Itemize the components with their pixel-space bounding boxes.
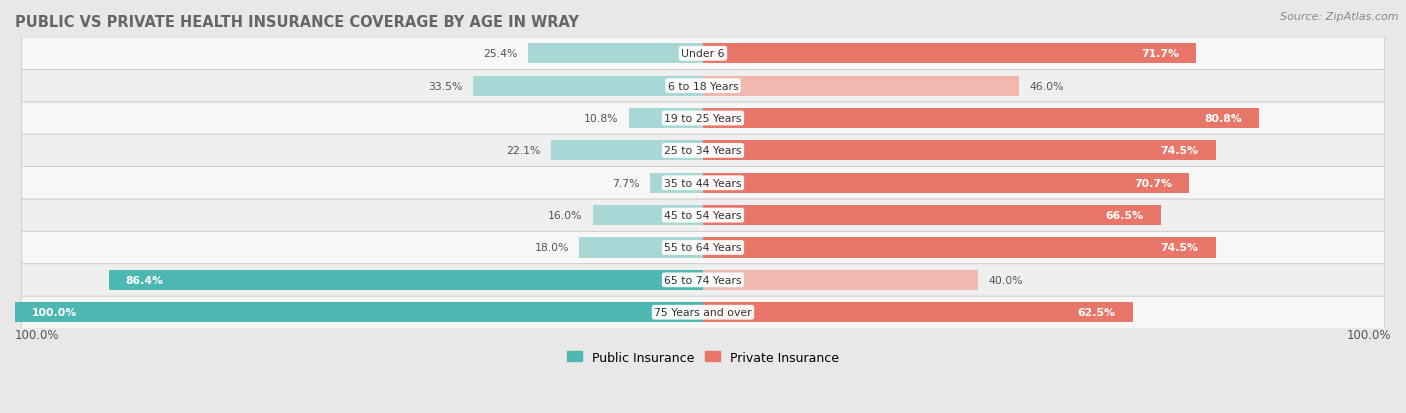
Text: 55 to 64 Years: 55 to 64 Years: [664, 243, 742, 253]
Bar: [703, 270, 979, 290]
Bar: [593, 206, 703, 225]
Legend: Public Insurance, Private Insurance: Public Insurance, Private Insurance: [562, 346, 844, 369]
Bar: [703, 44, 1197, 64]
Bar: [551, 141, 703, 161]
Bar: [703, 173, 1189, 193]
Text: 22.1%: 22.1%: [506, 146, 541, 156]
Text: 35 to 44 Years: 35 to 44 Years: [664, 178, 742, 188]
FancyBboxPatch shape: [21, 70, 1385, 102]
Text: 33.5%: 33.5%: [427, 81, 463, 91]
Text: 100.0%: 100.0%: [32, 307, 77, 318]
Bar: [529, 44, 703, 64]
Bar: [703, 206, 1160, 225]
Text: 80.8%: 80.8%: [1204, 114, 1241, 124]
FancyBboxPatch shape: [21, 102, 1385, 135]
Text: 10.8%: 10.8%: [583, 114, 619, 124]
Bar: [108, 270, 703, 290]
Text: 16.0%: 16.0%: [548, 211, 582, 221]
Bar: [15, 302, 703, 323]
Text: 40.0%: 40.0%: [988, 275, 1024, 285]
Text: Under 6: Under 6: [682, 49, 724, 59]
Text: 25.4%: 25.4%: [484, 49, 517, 59]
Text: PUBLIC VS PRIVATE HEALTH INSURANCE COVERAGE BY AGE IN WRAY: PUBLIC VS PRIVATE HEALTH INSURANCE COVER…: [15, 15, 579, 30]
Text: 71.7%: 71.7%: [1142, 49, 1180, 59]
Text: 45 to 54 Years: 45 to 54 Years: [664, 211, 742, 221]
FancyBboxPatch shape: [21, 232, 1385, 264]
Bar: [703, 76, 1019, 97]
Text: 62.5%: 62.5%: [1078, 307, 1116, 318]
Bar: [703, 238, 1216, 258]
Text: 75 Years and over: 75 Years and over: [654, 307, 752, 318]
Text: 100.0%: 100.0%: [15, 329, 59, 342]
Bar: [472, 76, 703, 97]
Text: 65 to 74 Years: 65 to 74 Years: [664, 275, 742, 285]
Text: 6 to 18 Years: 6 to 18 Years: [668, 81, 738, 91]
FancyBboxPatch shape: [21, 296, 1385, 329]
Text: 74.5%: 74.5%: [1160, 146, 1198, 156]
FancyBboxPatch shape: [21, 38, 1385, 70]
Bar: [703, 302, 1133, 323]
Bar: [650, 173, 703, 193]
Text: 25 to 34 Years: 25 to 34 Years: [664, 146, 742, 156]
Bar: [703, 141, 1216, 161]
Text: 100.0%: 100.0%: [1347, 329, 1391, 342]
Text: 19 to 25 Years: 19 to 25 Years: [664, 114, 742, 124]
FancyBboxPatch shape: [21, 135, 1385, 167]
Text: 70.7%: 70.7%: [1135, 178, 1173, 188]
Text: 7.7%: 7.7%: [612, 178, 640, 188]
Text: 74.5%: 74.5%: [1160, 243, 1198, 253]
Bar: [628, 109, 703, 129]
FancyBboxPatch shape: [21, 199, 1385, 232]
Bar: [579, 238, 703, 258]
Text: 86.4%: 86.4%: [125, 275, 163, 285]
Bar: [703, 109, 1258, 129]
Text: Source: ZipAtlas.com: Source: ZipAtlas.com: [1281, 12, 1399, 22]
FancyBboxPatch shape: [21, 167, 1385, 199]
FancyBboxPatch shape: [21, 264, 1385, 296]
Text: 46.0%: 46.0%: [1029, 81, 1064, 91]
Text: 66.5%: 66.5%: [1105, 211, 1143, 221]
Text: 18.0%: 18.0%: [534, 243, 569, 253]
